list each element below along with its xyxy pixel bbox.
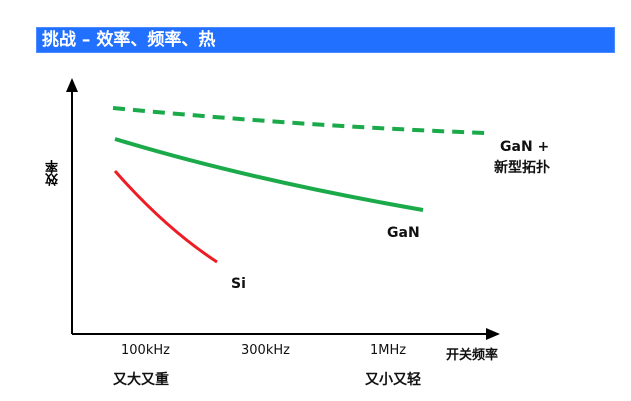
x-axis-label: 开关频率 — [446, 348, 499, 363]
gan-topology-label-line1: GaN + — [500, 139, 550, 155]
caption-right: 又小又轻 — [365, 372, 421, 388]
title-banner: 挑战 – 效率、频率、热 — [36, 27, 615, 53]
slide-title: 挑战 – 效率、频率、热 — [42, 30, 216, 50]
y-axis-label: 效率 — [46, 160, 61, 186]
x-tick-300khz: 300kHz — [241, 343, 290, 358]
gan-curve — [114, 137, 424, 212]
gan-label: GaN — [387, 225, 420, 241]
gan-topology-curve — [112, 106, 486, 135]
caption-left: 又大又重 — [113, 372, 169, 388]
gan-topology-label-line2: 新型拓扑 — [494, 160, 550, 176]
x-tick-1mhz: 1MHz — [370, 343, 407, 358]
si-curve — [113, 170, 218, 264]
x-tick-100khz: 100kHz — [121, 343, 170, 358]
si-label: Si — [231, 276, 246, 292]
